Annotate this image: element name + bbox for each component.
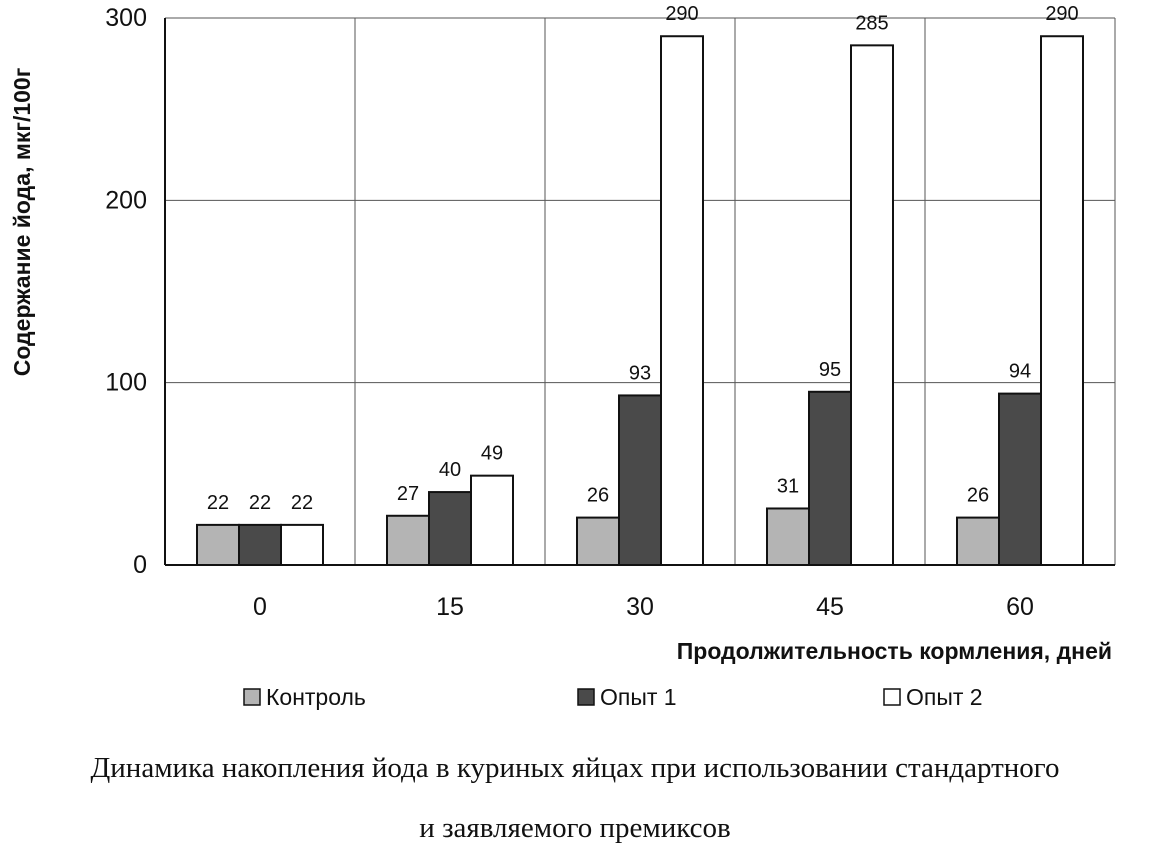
legend: Контроль Опыт 1 Опыт 2 xyxy=(244,684,983,710)
data-label: 31 xyxy=(777,475,799,497)
bar xyxy=(471,476,513,565)
legend-label: Опыт 2 xyxy=(906,684,983,710)
data-label: 26 xyxy=(587,485,609,507)
x-tick-label: 45 xyxy=(816,593,844,621)
bars-group xyxy=(197,36,1083,565)
bar xyxy=(387,516,429,565)
y-tick-label: 300 xyxy=(105,4,147,32)
bar xyxy=(429,492,471,565)
data-label: 22 xyxy=(249,492,271,514)
x-tick-label: 30 xyxy=(626,593,654,621)
data-label: 40 xyxy=(439,459,461,481)
data-label: 27 xyxy=(397,483,419,505)
bar xyxy=(661,36,703,565)
chart: 22 22 22 27 40 49 26 93 290 31 95 285 26 94 290 0 100 20… xyxy=(0,0,1150,740)
legend-label: Опыт 1 xyxy=(600,684,677,710)
figure-caption-line-2: и заявляемого премиксов xyxy=(0,812,1150,845)
legend-swatch xyxy=(884,689,900,705)
y-axis-title: Содержание йода, мкг/100г xyxy=(9,68,35,377)
bar xyxy=(619,395,661,565)
data-label: 290 xyxy=(665,3,698,25)
legend-swatch xyxy=(578,689,594,705)
bar xyxy=(851,45,893,565)
x-tick-labels: 0 15 30 45 60 xyxy=(253,593,1034,621)
y-tick-label: 0 xyxy=(133,551,147,579)
bar xyxy=(281,525,323,565)
bar xyxy=(197,525,239,565)
bar xyxy=(767,508,809,565)
bar xyxy=(957,518,999,565)
bar xyxy=(1041,36,1083,565)
bar xyxy=(577,518,619,565)
bar xyxy=(999,394,1041,565)
data-label: 95 xyxy=(819,359,841,381)
x-tick-label: 60 xyxy=(1006,593,1034,621)
y-tick-label: 100 xyxy=(105,369,147,397)
data-label: 22 xyxy=(291,492,313,514)
data-label: 26 xyxy=(967,485,989,507)
data-label: 49 xyxy=(481,443,503,465)
data-label: 285 xyxy=(855,12,888,34)
y-tick-label: 200 xyxy=(105,186,147,214)
data-label: 93 xyxy=(629,362,651,384)
y-tick-labels: 0 100 200 300 xyxy=(105,4,147,579)
data-label: 94 xyxy=(1009,361,1031,383)
legend-swatch xyxy=(244,689,260,705)
x-tick-label: 15 xyxy=(436,593,464,621)
data-label: 290 xyxy=(1045,3,1078,25)
bar xyxy=(239,525,281,565)
data-label: 22 xyxy=(207,492,229,514)
figure-caption-line-1: Динамика накопления йода в куриных яйцах… xyxy=(0,752,1150,785)
legend-label: Контроль xyxy=(266,684,366,710)
x-tick-label: 0 xyxy=(253,593,267,621)
x-axis-title: Продолжительность кормления, дней xyxy=(677,638,1112,664)
bar xyxy=(809,392,851,565)
